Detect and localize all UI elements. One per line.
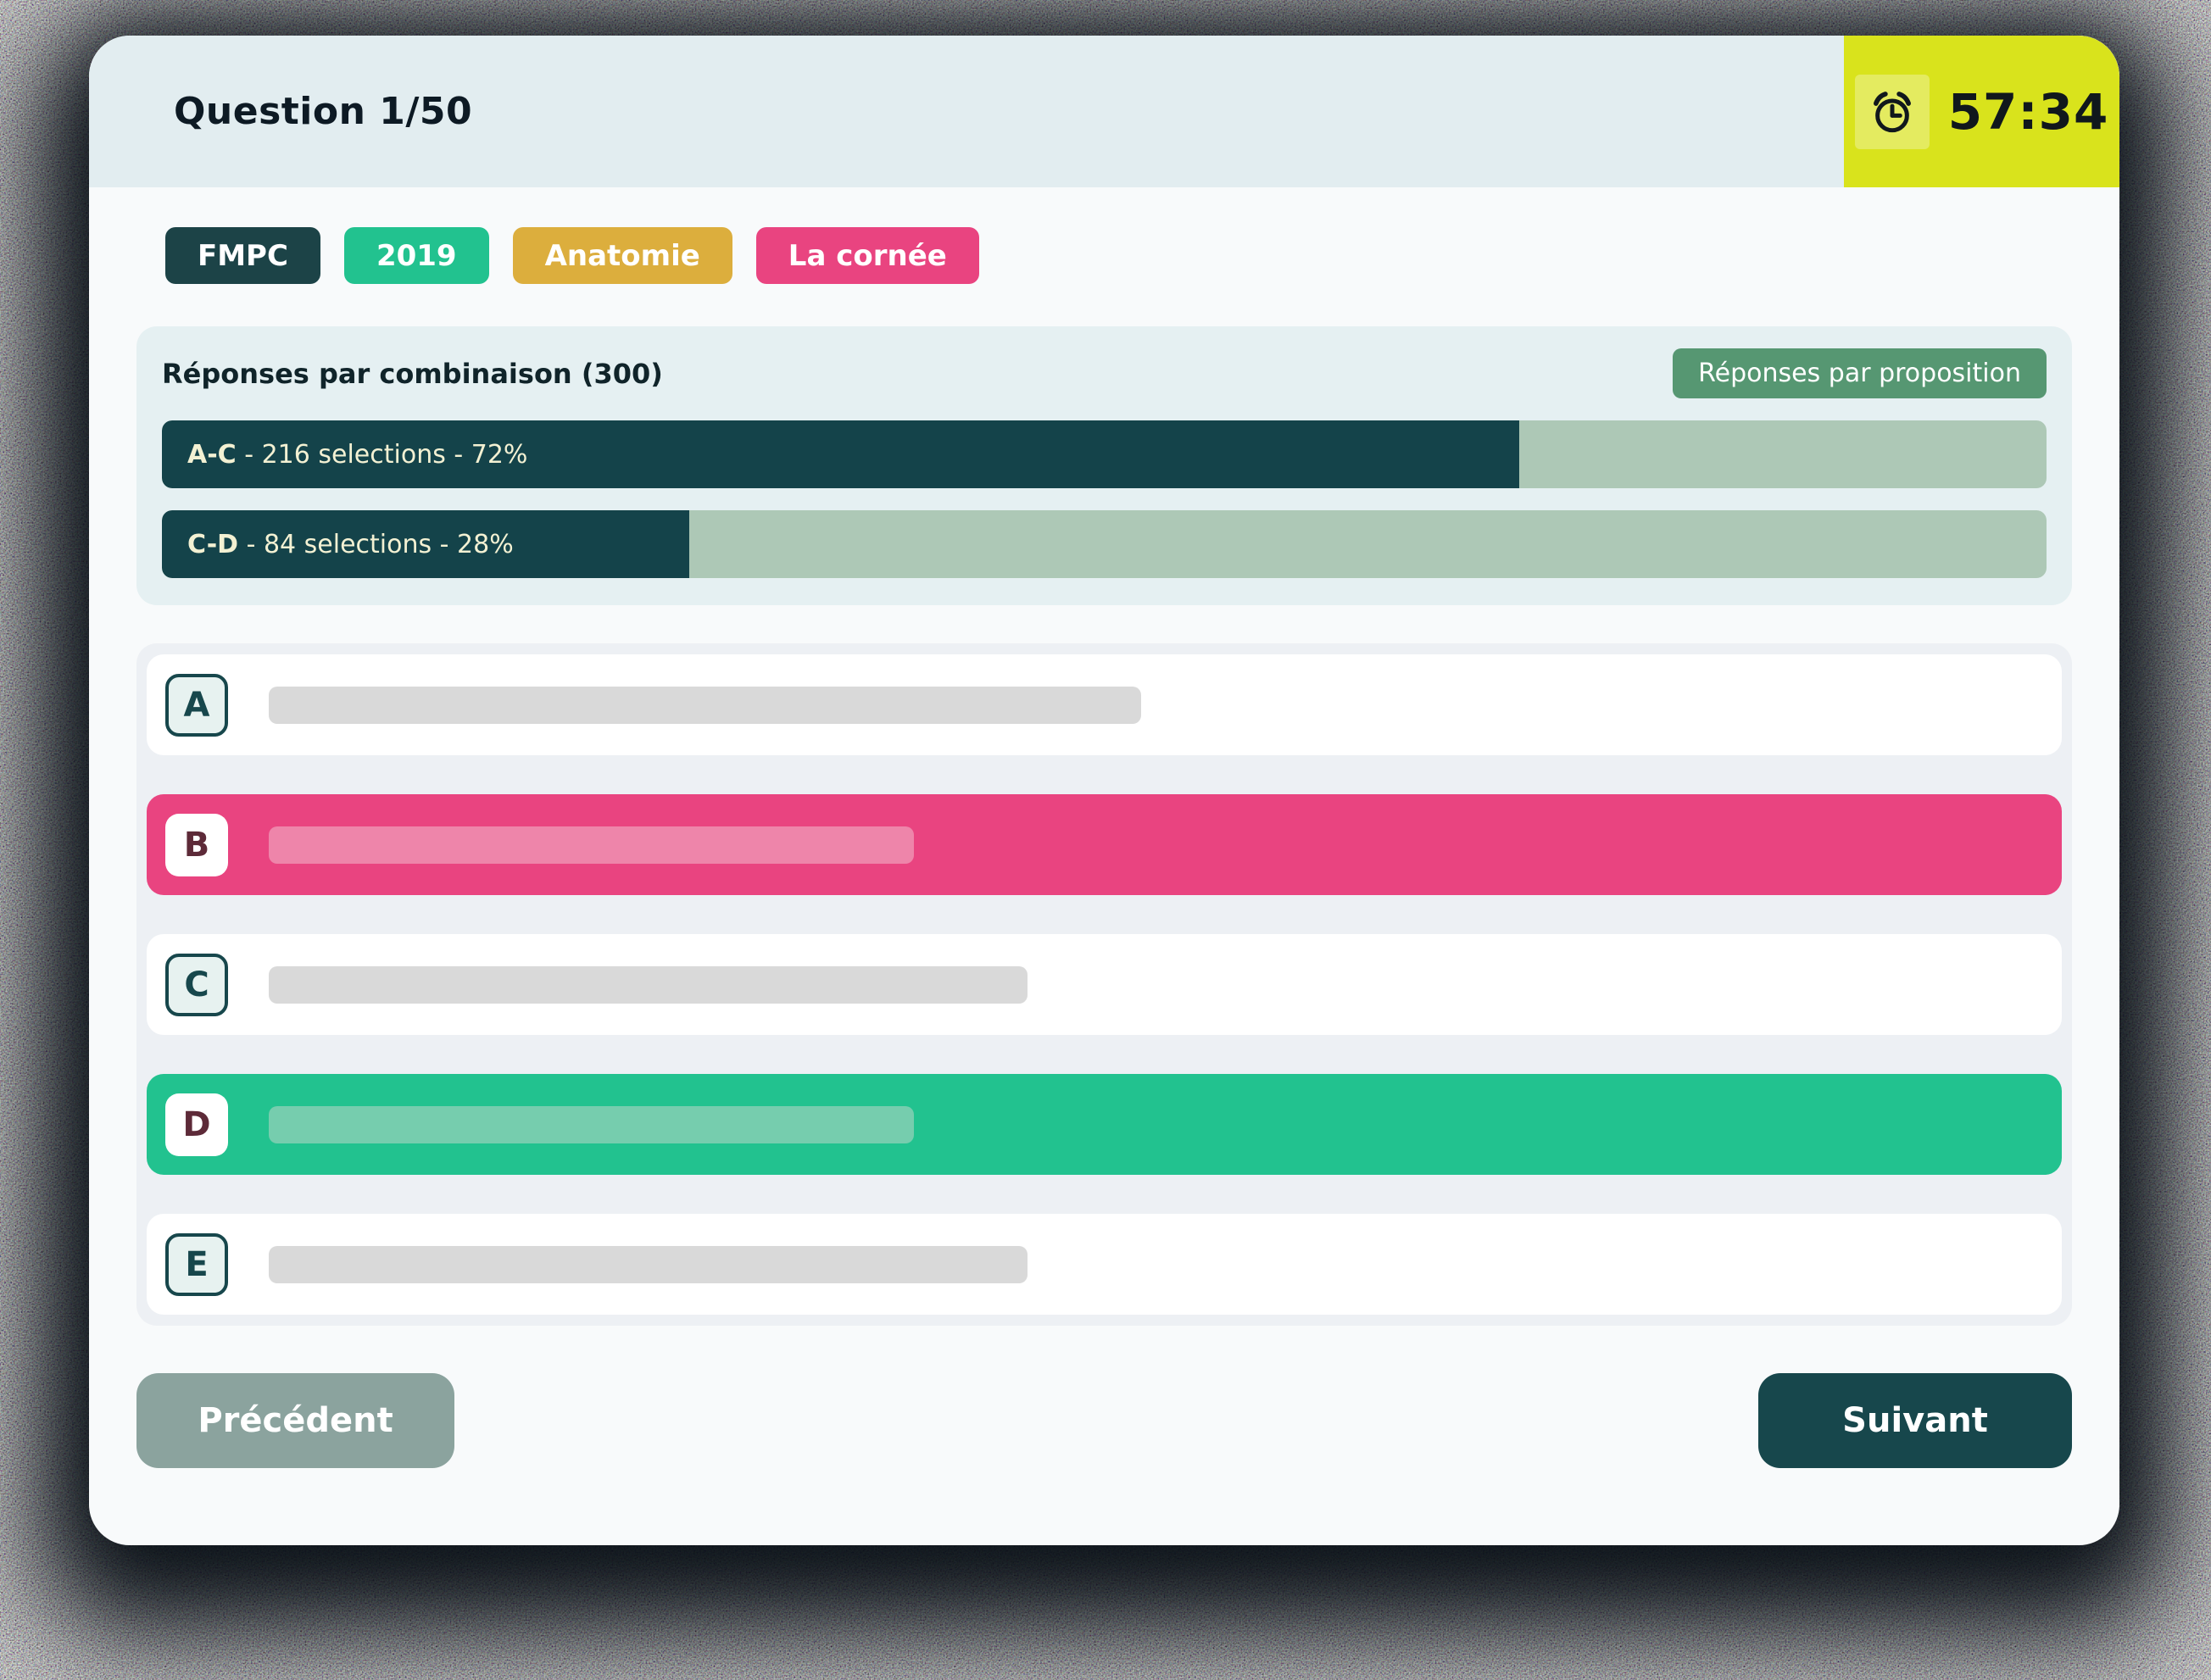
card-content: FMPC 2019 Anatomie La cornée Réponses pa… — [89, 227, 2119, 1468]
page-title: Question 1/50 — [174, 90, 473, 133]
tag-subject: Anatomie — [512, 227, 732, 284]
combo-detail: - 84 selections - 28% — [238, 529, 514, 559]
tag-fmpc: FMPC — [165, 227, 320, 284]
timer-badge: 57:34 — [1844, 36, 2119, 187]
combo-bar-ac: A-C - 216 selections - 72% — [162, 420, 2047, 488]
combo-bar-cd: C-D - 84 selections - 28% — [162, 510, 2047, 578]
combo-bar-ac-fill: A-C - 216 selections - 72% — [162, 420, 1519, 488]
answer-option-c[interactable]: C — [147, 934, 2062, 1035]
toggle-propositions-button[interactable]: Réponses par proposition — [1673, 348, 2047, 398]
option-letter-badge: B — [165, 813, 228, 876]
tags-row: FMPC 2019 Anatomie La cornée — [165, 227, 2072, 284]
next-button[interactable]: Suivant — [1758, 1373, 2072, 1468]
answer-text-skeleton — [269, 965, 1028, 1004]
previous-button[interactable]: Précédent — [136, 1373, 454, 1468]
stats-heading: Réponses par combinaison (300) — [162, 357, 663, 390]
combo-label: C-D — [187, 529, 239, 559]
quiz-card: Question 1/50 57:34 FMPC 2019 Anatomie L… — [89, 36, 2119, 1545]
option-letter-badge: A — [165, 673, 228, 737]
combo-bar-cd-fill: C-D - 84 selections - 28% — [162, 510, 690, 578]
answer-option-e[interactable]: E — [147, 1214, 2062, 1315]
answers-list: A B C D E — [136, 643, 2072, 1326]
option-letter-badge: C — [165, 953, 228, 1016]
answer-text-skeleton — [269, 686, 1142, 724]
answer-text-skeleton — [269, 1245, 1028, 1283]
answer-option-a[interactable]: A — [147, 654, 2062, 755]
tag-year: 2019 — [343, 227, 489, 284]
combo-label: A-C — [187, 439, 237, 470]
tag-topic: La cornée — [755, 227, 979, 284]
answer-option-b[interactable]: B — [147, 794, 2062, 895]
combo-detail: - 216 selections - 72% — [236, 439, 528, 470]
stats-header: Réponses par combinaison (300) Réponses … — [162, 348, 2047, 398]
answer-text-skeleton — [269, 826, 914, 864]
footer-nav: Précédent Suivant — [136, 1373, 2072, 1468]
answer-option-d[interactable]: D — [147, 1074, 2062, 1175]
timer-value: 57:34 — [1947, 82, 2109, 141]
stats-panel: Réponses par combinaison (300) Réponses … — [136, 326, 2072, 605]
card-header: Question 1/50 57:34 — [89, 36, 2119, 187]
answer-text-skeleton — [269, 1105, 914, 1143]
option-letter-badge: E — [165, 1232, 228, 1296]
alarm-clock-icon — [1854, 74, 1930, 149]
option-letter-badge: D — [165, 1093, 228, 1156]
